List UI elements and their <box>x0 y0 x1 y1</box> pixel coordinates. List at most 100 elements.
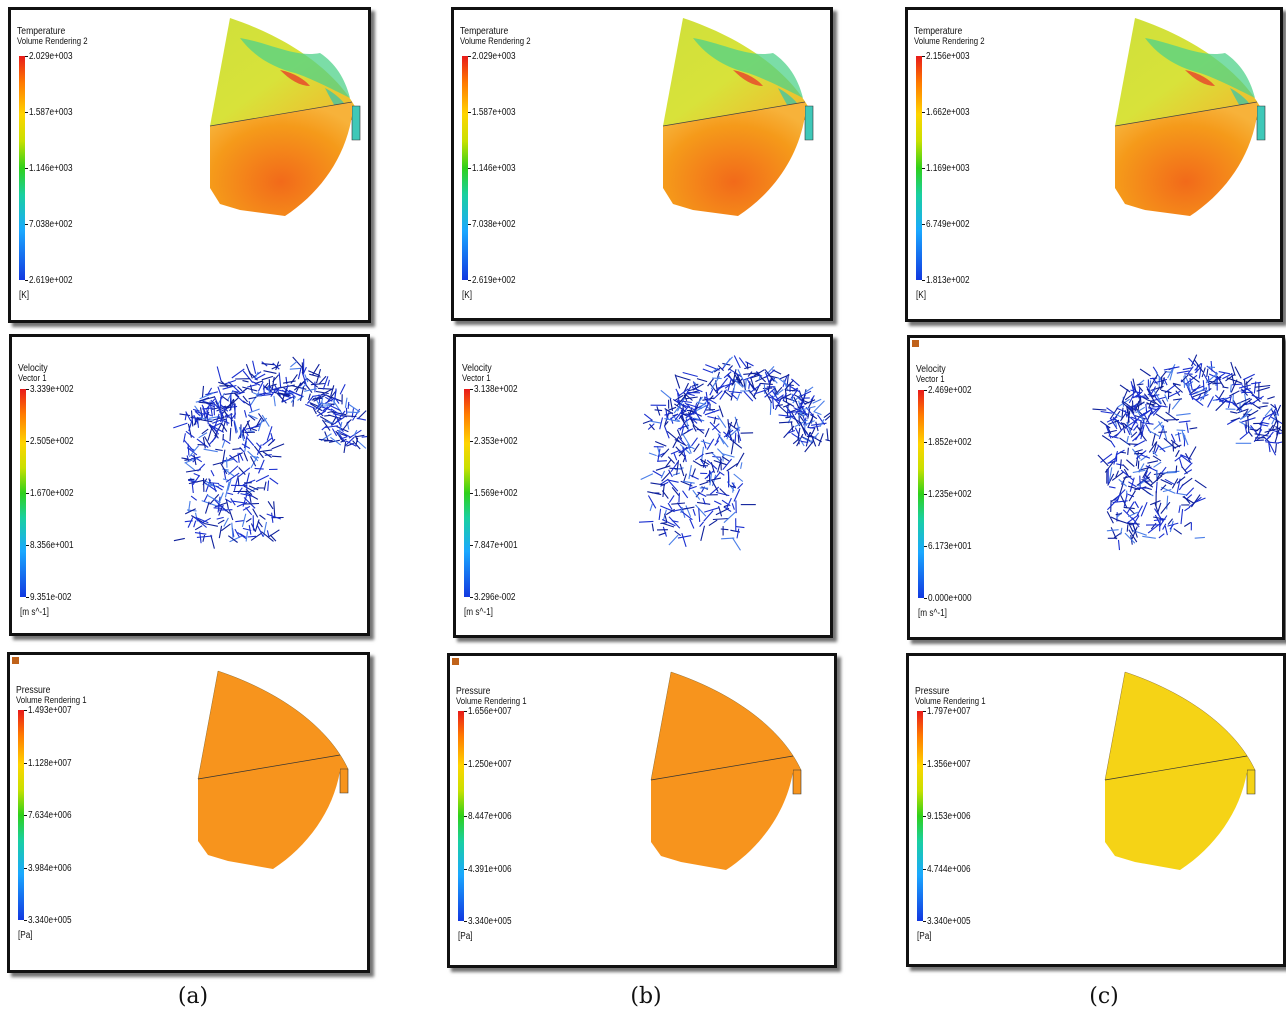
legend-tick-label: 4.744e+006 <box>927 863 971 875</box>
tick-mark <box>922 280 925 281</box>
tick-mark <box>924 442 927 443</box>
tick-mark <box>464 711 467 712</box>
legend-title: Pressure <box>16 684 51 696</box>
color-scale-bar <box>917 711 923 921</box>
tick-mark <box>923 921 926 922</box>
tick-mark <box>26 493 29 494</box>
tick-mark <box>24 762 27 764</box>
tick-mark <box>24 815 27 816</box>
legend-tick-label: 9.153e+006 <box>927 811 971 822</box>
tick-mark <box>922 112 925 113</box>
legend-tick-label: 8.356e+001 <box>30 540 74 551</box>
legend-title: Pressure <box>915 685 950 697</box>
pressure-rendering <box>197 670 349 869</box>
legend-subtitle: Volume Rendering 1 <box>16 695 87 706</box>
legend-tick-label: 1.146e+003 <box>472 163 516 174</box>
legend-tick-label: 7.634e+006 <box>28 810 72 821</box>
legend-tick-label: 4.391e+006 <box>468 863 512 875</box>
legend-tick-label: 1.356e+007 <box>927 758 971 770</box>
tick-mark <box>923 763 926 765</box>
legend-tick-label: 1.569e+002 <box>474 488 518 499</box>
legend-tick-label: 7.038e+002 <box>29 219 73 230</box>
color-scale-bar <box>20 389 26 597</box>
legend-tick-label: 1.813e+002 <box>926 275 970 286</box>
tick-mark <box>923 816 926 817</box>
tick-mark <box>26 441 29 442</box>
legend-subtitle: Vector 1 <box>18 373 47 384</box>
legend-tick-label: 2.353e+002 <box>474 436 518 447</box>
temperature-panel: Temperature Volume Rendering 2 2.029e+003 1… <box>451 7 833 321</box>
tick-mark <box>470 545 473 546</box>
velocity-vector-field <box>1092 354 1282 551</box>
legend-tick-label: 9.351e-002 <box>30 592 72 603</box>
tick-mark <box>924 546 927 547</box>
legend-tick-label: 1.670e+002 <box>30 488 74 499</box>
tick-mark <box>922 168 925 169</box>
column-caption: (a) <box>177 984 209 1009</box>
tick-mark <box>470 493 473 494</box>
legend-tick-label: 1.587e+003 <box>472 107 516 118</box>
tick-mark <box>924 390 927 391</box>
legend-subtitle: Volume Rendering 2 <box>17 36 88 47</box>
legend-tick-label: 3.340e+005 <box>927 916 971 927</box>
legend-tick-label: 8.447e+006 <box>468 811 512 822</box>
velocity-panel: Velocity Vector 1 2.469e+002 1.852e+002 1.23… <box>907 335 1285 640</box>
tick-mark <box>464 868 467 870</box>
tick-mark <box>26 389 29 390</box>
tick-mark <box>470 389 473 390</box>
temperature-panel: Temperature Volume Rendering 2 2.029e+003 1… <box>8 7 371 323</box>
legend-tick-label: 2.619e+002 <box>472 275 516 286</box>
color-scale-bar <box>458 711 464 921</box>
color-scale-bar <box>19 56 25 280</box>
legend-unit: [K] <box>462 290 473 301</box>
tick-mark <box>470 597 473 598</box>
column-caption: (c) <box>1089 984 1119 1009</box>
legend-tick-label: 1.587e+003 <box>29 107 73 118</box>
legend-unit: [Pa] <box>18 930 33 941</box>
tick-mark <box>25 280 28 281</box>
legend-title: Temperature <box>914 25 963 37</box>
legend-tick-label: 6.749e+002 <box>926 219 970 230</box>
legend-subtitle: Vector 1 <box>462 373 491 384</box>
tick-mark <box>468 168 471 169</box>
temperature-rendering <box>662 18 813 216</box>
legend-tick-label: 2.029e+003 <box>29 51 73 62</box>
legend-tick-label: 1.128e+007 <box>28 757 72 769</box>
legend-tick-label: 3.339e+002 <box>30 384 74 395</box>
legend-subtitle: Volume Rendering 2 <box>914 36 985 47</box>
temperature-rendering <box>209 18 361 216</box>
velocity-panel: Velocity Vector 1 3.339e+002 2.505e+002 1.67… <box>9 334 370 636</box>
legend-tick-label: 7.847e+001 <box>474 540 518 551</box>
column-caption: (b) <box>630 984 662 1009</box>
tick-mark <box>24 867 27 869</box>
tick-mark <box>25 224 28 225</box>
tick-mark <box>924 494 927 495</box>
tick-mark <box>923 868 926 870</box>
temperature-panel: Temperature Volume Rendering 2 2.156e+003 1… <box>905 7 1283 322</box>
legend-tick-label: 1.235e+002 <box>928 489 972 500</box>
tick-mark <box>923 711 926 712</box>
color-scale-bar <box>18 710 24 920</box>
legend-tick-label: 0.000e+000 <box>928 593 972 604</box>
legend-tick-label: 1.656e+007 <box>468 706 512 717</box>
velocity-panel: Velocity Vector 1 3.138e+002 2.353e+002 1.56… <box>453 334 833 638</box>
tick-mark <box>468 280 471 281</box>
tick-mark <box>24 710 27 711</box>
tick-mark <box>24 920 27 921</box>
corner-marker <box>912 340 919 347</box>
pressure-rendering <box>1104 671 1256 870</box>
tick-mark <box>922 224 925 225</box>
legend-tick-label: 2.469e+002 <box>928 385 972 396</box>
legend-tick-label: 1.662e+003 <box>926 107 970 118</box>
tick-mark <box>26 597 29 598</box>
color-scale-bar <box>916 56 922 280</box>
legend-unit: [m s^-1] <box>20 607 49 618</box>
temperature-rendering <box>1114 18 1265 216</box>
legend-unit: [K] <box>916 290 927 301</box>
legend-title: Velocity <box>916 363 946 375</box>
legend-tick-label: 7.038e+002 <box>472 219 516 230</box>
legend-tick-label: 2.156e+003 <box>926 51 970 62</box>
legend-tick-label: 1.797e+007 <box>927 706 971 717</box>
corner-marker <box>12 657 19 664</box>
legend-unit: [K] <box>19 290 30 301</box>
